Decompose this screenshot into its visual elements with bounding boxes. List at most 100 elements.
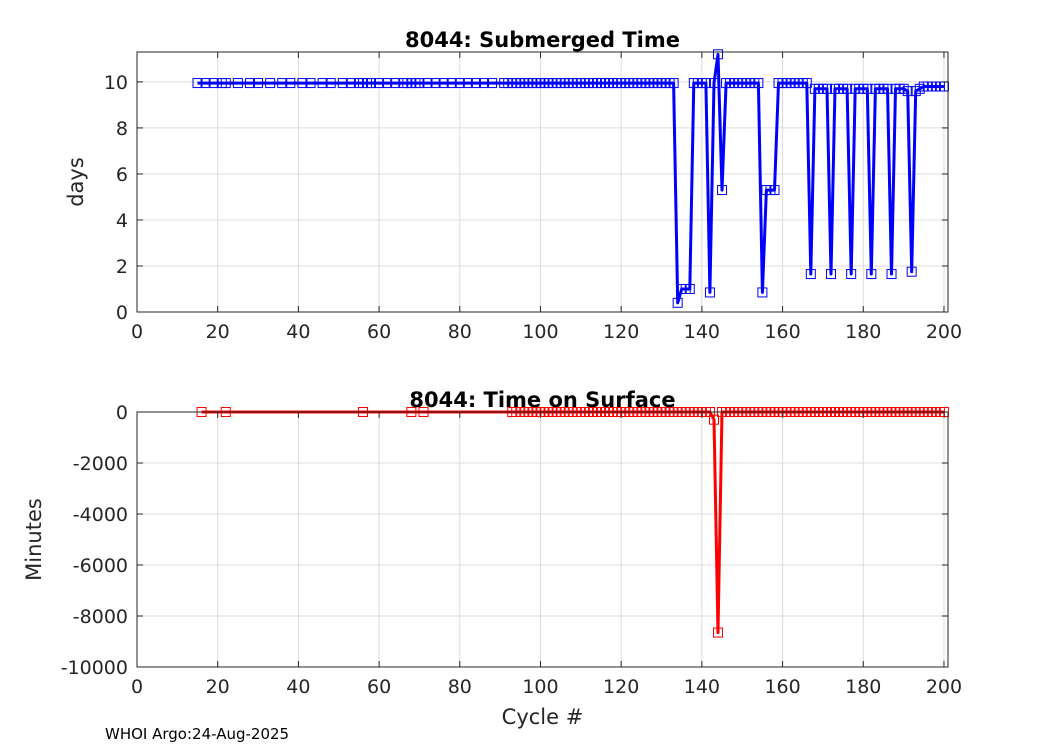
data-point [717,185,728,196]
data-point [769,185,780,196]
x-tick-label: 140 [684,676,720,698]
y-tick-label: 0 [116,402,128,424]
y-tick-label: 0 [116,302,128,324]
x-tick-label: 100 [522,676,558,698]
data-point [200,78,211,89]
data-point [886,269,897,280]
data-point [244,78,255,89]
data-point [805,269,816,280]
x-tick-label: 180 [845,676,881,698]
data-point [846,269,857,280]
y-tick-label: -8000 [73,606,128,628]
chart-title: 8044: Time on Surface [409,388,675,412]
data-point [265,78,276,89]
x-tick-label: 100 [522,321,558,343]
data-point [220,78,231,89]
data-point [478,78,489,89]
x-tick-label: 20 [206,676,230,698]
data-point [382,78,393,89]
data-point [825,269,836,280]
data-point [704,287,715,298]
y-tick-label: -2000 [73,453,128,475]
x-tick-label: 40 [286,321,310,343]
data-point [462,78,473,89]
data-point [297,78,308,89]
y-tick-label: 10 [104,72,128,94]
chart-2: 0 20 40 60 80 100 120 140 160 180 200 0 -2000 -4000 -6… [22,388,962,729]
data-point [700,78,711,89]
data-point [821,83,832,94]
data-point [325,78,336,89]
y-tick-label: -10000 [61,657,128,679]
data-point [232,78,243,89]
data-point [285,78,296,89]
data-point [713,49,724,60]
data-point [708,78,719,89]
y-tick-label: 4 [116,210,128,232]
data-point [684,283,695,294]
data-point [374,78,385,89]
data-point [192,78,203,89]
data-point [390,78,401,89]
data-point [842,83,853,94]
y-tick-label: -4000 [73,504,128,526]
data-point [866,269,877,280]
x-tick-label: 40 [286,676,310,698]
data-point [317,78,328,89]
y-tick-label: 2 [116,256,128,278]
data-point [208,78,219,89]
plot-area [137,412,948,667]
data-point [446,78,457,89]
data-point [305,78,316,89]
data-point [345,78,356,89]
data-point [366,78,377,89]
chart-1: 0 20 40 60 80 100 120 140 160 180 200 0 2 4 6 8 10 8044: … [64,28,962,343]
data-point [862,83,873,94]
data-point [454,78,465,89]
x-tick-label: 60 [367,676,391,698]
y-axis-label: days [64,157,88,207]
data-point [277,78,288,89]
data-point [708,414,719,425]
x-tick-label: 160 [764,676,800,698]
x-tick-label: 60 [367,321,391,343]
x-tick-label: 160 [764,321,800,343]
axes-frame [136,51,949,313]
data-point [337,78,348,89]
y-tick-label: -6000 [73,555,128,577]
x-tick-label: 200 [926,676,962,698]
data-point [672,297,683,308]
footer-note: WHOI Argo:24-Aug-2025 [105,725,290,743]
x-tick-label: 80 [448,676,472,698]
data-point [753,78,764,89]
data-point [414,78,425,89]
data-point [757,287,768,298]
data-point [906,266,917,277]
data-point [801,78,812,89]
data-point [253,78,264,89]
chart-title: 8044: Submerged Time [405,28,680,52]
x-tick-label: 0 [131,676,143,698]
series-line [197,52,944,305]
x-tick-label: 20 [206,321,230,343]
y-axis-label: Minutes [22,498,46,581]
y-tick-label: 8 [116,118,128,140]
data-point [470,78,481,89]
data-point [430,78,441,89]
x-tick-label: 0 [131,321,143,343]
data-point [487,78,498,89]
data-point [438,78,449,89]
data-point [713,627,724,638]
x-axis-label: Cycle # [502,705,584,729]
data-point [882,83,893,94]
x-tick-label: 180 [845,321,881,343]
x-tick-label: 200 [926,321,962,343]
x-tick-label: 80 [448,321,472,343]
data-point [902,86,913,97]
x-tick-label: 120 [603,321,639,343]
x-tick-label: 140 [684,321,720,343]
data-point [668,78,679,89]
data-point [422,78,433,89]
axes-frame [136,411,949,668]
